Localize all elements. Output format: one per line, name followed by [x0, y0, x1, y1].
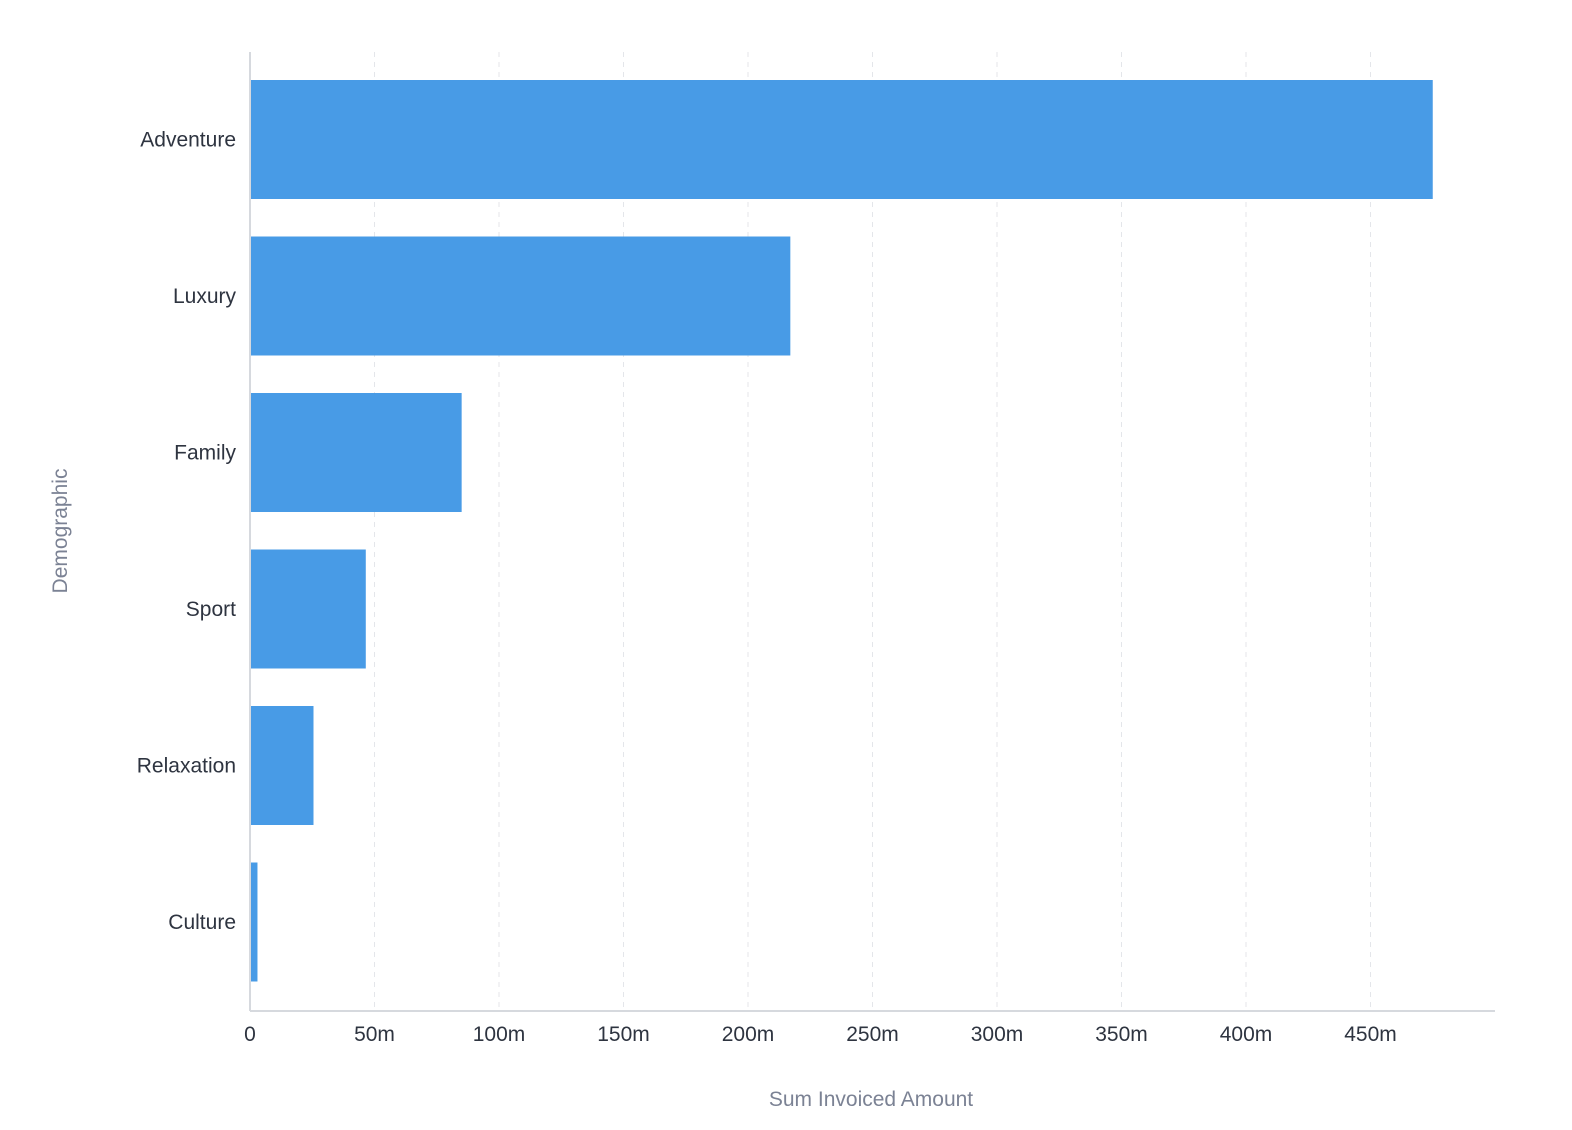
x-tick-label: 50m: [354, 1023, 395, 1046]
x-tick-label: 400m: [1220, 1023, 1273, 1046]
category-labels: Adventure Luxury Family Sport Relaxation Cult…: [137, 129, 237, 935]
x-tick-label: 150m: [597, 1023, 650, 1046]
category-label: Relaxation: [137, 755, 236, 778]
category-label: Luxury: [173, 285, 237, 308]
bar-luxury: [250, 236, 791, 356]
bar-culture: [250, 862, 258, 982]
category-label: Family: [174, 442, 236, 465]
y-axis-title: Demographic: [49, 469, 72, 594]
category-label: Sport: [186, 598, 236, 621]
x-tick-labels: 0 50m 100m 150m 200m 250m 300m 350m 400m 450m: [244, 1023, 1397, 1046]
x-axis-title: Sum Invoiced Amount: [769, 1088, 973, 1111]
category-label: Culture: [168, 911, 236, 934]
x-tick-label: 350m: [1095, 1023, 1148, 1046]
x-tick-label: 200m: [722, 1023, 775, 1046]
x-tick-label: 250m: [846, 1023, 899, 1046]
bar-sport: [250, 549, 366, 669]
category-label: Adventure: [140, 129, 236, 152]
x-tick-label: 100m: [473, 1023, 526, 1046]
bar-adventure: [250, 80, 1433, 199]
x-tick-label: 300m: [971, 1023, 1024, 1046]
bars: [250, 80, 1433, 982]
x-tick-label: 450m: [1344, 1023, 1397, 1046]
x-tick-label: 0: [244, 1023, 256, 1046]
bar-family: [250, 393, 462, 512]
bar-relaxation: [250, 706, 314, 825]
